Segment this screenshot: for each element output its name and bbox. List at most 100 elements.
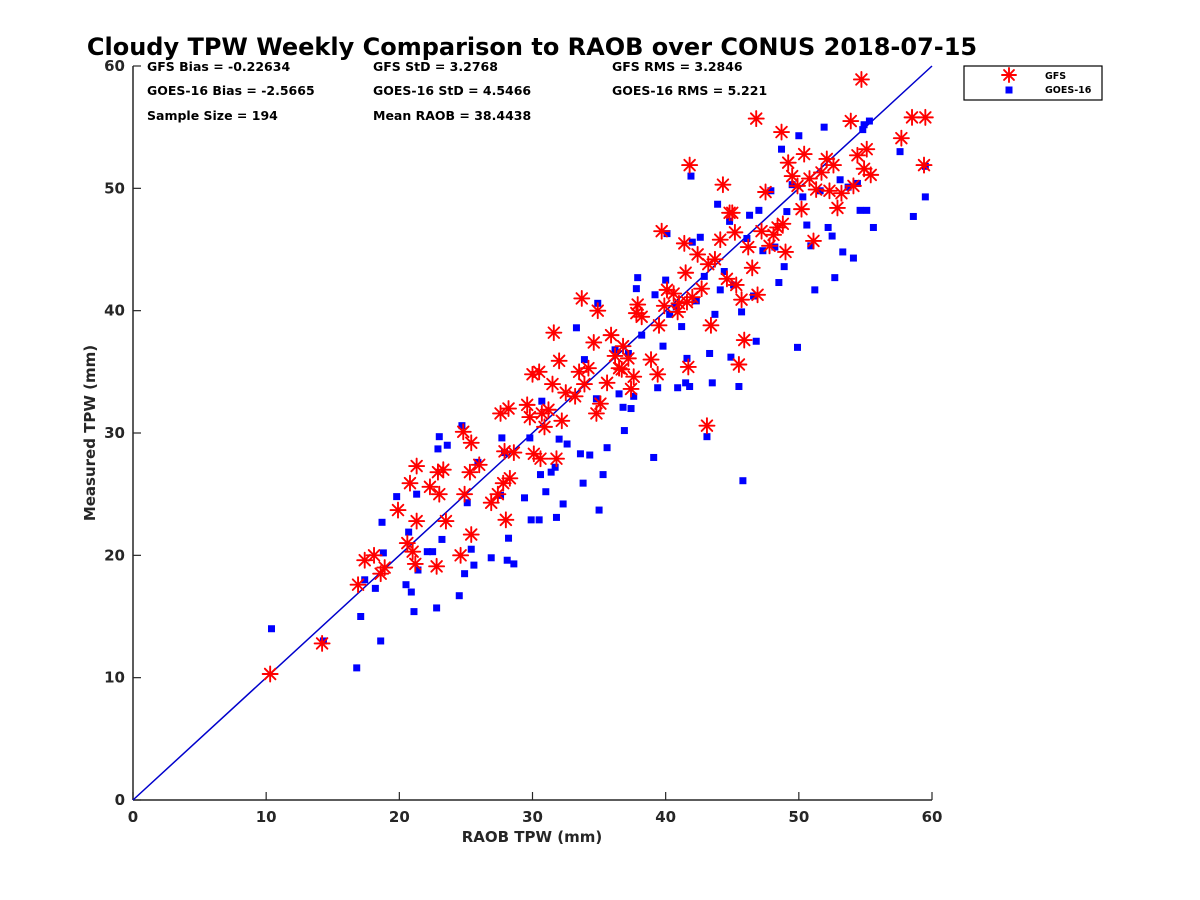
legend: GFS GOES-16 [963, 65, 1103, 101]
goes16-point [620, 427, 628, 435]
gfs-point [789, 177, 806, 195]
goes16-point [844, 183, 852, 191]
goes16-point [547, 468, 555, 476]
gfs-point [650, 316, 668, 334]
goes16-point [414, 566, 422, 574]
goes16-point [746, 211, 754, 219]
gfs-point [505, 444, 523, 462]
gfs-point [456, 485, 474, 503]
gfs-point [606, 347, 624, 365]
goes16-point [708, 379, 716, 387]
x-tick-label: 10 [256, 808, 277, 826]
gfs-point [774, 215, 792, 233]
gfs-point [401, 474, 419, 492]
gfs-point [743, 259, 761, 277]
gfs-point [553, 412, 571, 430]
legend-box [963, 65, 1103, 101]
gfs-point [735, 331, 753, 349]
goes16-point [859, 126, 867, 134]
y-tick-label: 60 [104, 57, 125, 75]
goes16-point [413, 490, 421, 498]
goes16-point [775, 279, 783, 287]
goes16-point [771, 243, 779, 251]
goes16-point [410, 608, 418, 616]
gfs-point [313, 634, 331, 652]
gfs-point [679, 358, 697, 376]
goes16-point [755, 206, 763, 214]
goes16-point [435, 433, 443, 441]
gfs-bias-stat: GFS Bias = -0.22634 [147, 59, 290, 74]
gfs-point [747, 110, 765, 128]
goes16-point [634, 274, 642, 282]
gfs-point [585, 334, 603, 351]
goes16-point [361, 576, 369, 584]
gfs-point [573, 289, 591, 307]
gfs-point [434, 461, 452, 479]
gfs-point [462, 434, 480, 452]
gfs-point [613, 360, 631, 378]
goes16-point [498, 434, 506, 442]
goes16-point [803, 221, 811, 229]
goes16-point [619, 403, 627, 411]
goes16-point [703, 433, 711, 441]
goes16-point [828, 232, 836, 240]
goes16-point [521, 494, 529, 502]
goes-rms-stat: GOES-16 RMS = 5.221 [612, 83, 767, 98]
goes16-point [377, 637, 385, 645]
goes16-point [696, 233, 704, 241]
gfs-point [852, 71, 870, 88]
goes16-point [794, 343, 802, 351]
gfs-point [494, 474, 512, 492]
gfs-point [437, 512, 455, 530]
goes16-point [688, 238, 696, 246]
gfs-point [389, 501, 407, 519]
goes16-point [714, 200, 722, 208]
goes16-point [379, 549, 387, 557]
goes16-point [811, 286, 819, 294]
gfs-point [675, 234, 693, 252]
goes16-point [869, 223, 877, 231]
goes16-point [824, 223, 832, 231]
x-tick-label: 60 [922, 808, 943, 826]
gfs-point [544, 375, 561, 393]
gfs-point [783, 167, 801, 185]
gfs-point [773, 123, 790, 141]
goes16-point [807, 242, 815, 250]
goes16-point [795, 132, 803, 140]
gfs-point [813, 163, 830, 181]
goes16-point [687, 172, 695, 180]
goes16-point [463, 499, 471, 507]
goes16-point [896, 148, 904, 156]
gfs-point [622, 380, 640, 398]
gfs-point [848, 146, 866, 164]
goes16-point [726, 217, 734, 225]
gfs-point [807, 181, 825, 199]
goes16-point [402, 581, 410, 589]
goes16-point [461, 570, 469, 578]
goes-std-stat: GOES-16 StD = 4.5466 [373, 83, 531, 98]
gfs-point [681, 156, 699, 174]
gfs-point [408, 457, 426, 475]
goes16-point [856, 206, 864, 214]
x-tick-label: 50 [788, 808, 809, 826]
goes16-point [788, 181, 796, 189]
chart-title: Cloudy TPW Weekly Comparison to RAOB ove… [87, 33, 977, 61]
goes16-point [700, 272, 708, 280]
gfs-point [739, 238, 757, 256]
gfs-point [862, 166, 880, 184]
gfs-point [733, 291, 751, 309]
gfs-point [730, 356, 748, 373]
goes16-point [429, 548, 437, 556]
gfs-point [916, 108, 934, 126]
gfs-point [821, 182, 838, 200]
goes16-point [706, 349, 714, 357]
legend-goes-label: GOES-16 [1045, 85, 1092, 96]
gfs-point [525, 445, 543, 463]
goes16-point [853, 179, 861, 187]
gfs-point [356, 551, 374, 569]
gfs-point [428, 557, 446, 575]
goes16-point [559, 500, 567, 508]
goes16-point [572, 324, 580, 332]
gfs-point [629, 296, 647, 313]
gfs-rms-stat: GFS RMS = 3.2846 [612, 59, 743, 74]
